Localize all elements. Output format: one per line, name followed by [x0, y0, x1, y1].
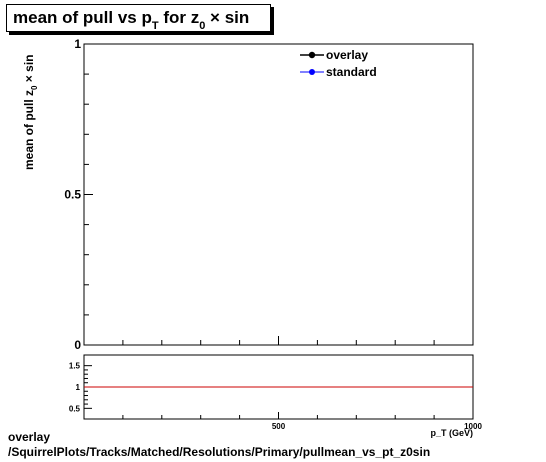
y-axis-label: mean of pull z0 × sin: [22, 55, 39, 170]
main-x-axis: [122, 336, 474, 345]
footer-line1: overlay: [8, 430, 51, 444]
y-tick-label: 0: [74, 338, 81, 352]
ratio-y-axis: 0.5 1 1.5: [69, 362, 92, 413]
x-axis-label: p_T (GeV): [430, 428, 473, 438]
legend-item-standard: standard: [300, 65, 377, 79]
main-y-axis: 00.51: [64, 37, 93, 352]
chart-title: mean of pull vs pT for z0 × sin: [13, 8, 250, 32]
main-plot-frame: [83, 43, 474, 346]
ratio-y-tick-label: 1.5: [69, 362, 81, 371]
ratio-x-tick-label: 1000: [464, 422, 482, 431]
y-tick-label: 1: [74, 37, 81, 51]
title-box: mean of pull vs pT for z0 × sin: [6, 4, 271, 32]
legend-label-overlay: overlay: [326, 48, 368, 62]
legend: overlay standard: [300, 48, 377, 79]
legend-label-standard: standard: [326, 65, 377, 79]
ratio-y-tick-label: 1: [76, 383, 81, 392]
y-tick-label: 0.5: [64, 188, 81, 202]
ratio-y-tick-label: 0.5: [69, 404, 81, 413]
legend-item-overlay: overlay: [300, 48, 368, 62]
ratio-x-tick-label: 500: [272, 422, 286, 431]
ratio-x-axis: 500 1000: [122, 412, 482, 431]
footer-path: /SquirrelPlots/Tracks/Matched/Resolution…: [8, 445, 431, 459]
